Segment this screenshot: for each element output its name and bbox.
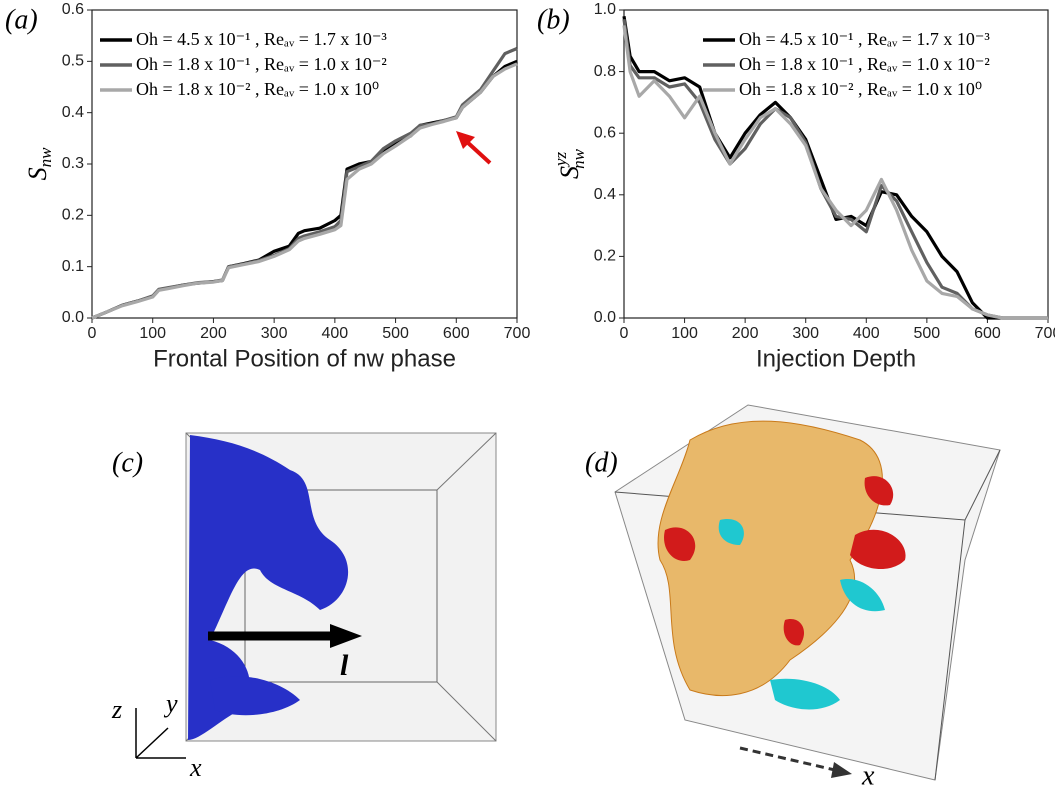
y-tick-label: 0.1	[62, 258, 84, 275]
render-c: (c) l z y x	[111, 432, 497, 782]
series-line	[622, 15, 1048, 320]
x-tick-label: 200	[732, 325, 759, 342]
axis-label: y	[163, 689, 178, 718]
y-label-base: S	[23, 167, 52, 180]
x-tick-label: 700	[504, 325, 531, 342]
y-label-sub: nw	[569, 148, 588, 169]
x-tick-label: 400	[853, 325, 880, 342]
blob	[657, 420, 883, 697]
annotation-arrow	[456, 131, 492, 165]
axis-label: z	[111, 695, 122, 724]
legend-label: Oh = 1.8 x 10⁻¹ , Reₐᵥ = 1.0 x 10⁻²	[136, 54, 387, 74]
x-tick-label: 0	[88, 325, 97, 342]
series-line	[91, 62, 518, 320]
x-tick-label: 100	[671, 325, 698, 342]
legend-label: Oh = 4.5 x 10⁻¹ , Reₐᵥ = 1.7 x 10⁻³	[136, 29, 387, 49]
y-label-base: S	[555, 166, 584, 179]
series-line	[91, 59, 518, 320]
blob-cyan	[718, 519, 885, 710]
y-tick-label: 0.8	[594, 63, 616, 80]
y-axis-label: Syznw	[551, 148, 588, 179]
panel-label: (d)	[585, 447, 618, 478]
x-tick-label: 300	[261, 325, 288, 342]
legend-label: Oh = 1.8 x 10⁻¹ , Reₐᵥ = 1.0 x 10⁻²	[739, 54, 990, 74]
arrow-label: l	[340, 649, 349, 682]
blob	[188, 435, 349, 740]
triad	[135, 708, 186, 759]
series-line	[622, 25, 1048, 320]
y-tick-label: 0.2	[594, 248, 616, 265]
x-tick-label: 500	[914, 325, 941, 342]
x-tick-label: 700	[1035, 325, 1055, 342]
x-axis-label: Injection Depth	[756, 345, 916, 372]
y-tick-label: 0.4	[594, 186, 616, 203]
legend-label: Oh = 4.5 x 10⁻¹ , Reₐᵥ = 1.7 x 10⁻³	[739, 29, 990, 49]
arrow-head	[831, 762, 852, 778]
y-tick-label: 0.6	[62, 1, 84, 18]
x-tick-label: 600	[974, 325, 1001, 342]
y-tick-label: 0.6	[594, 124, 616, 141]
legend-label: Oh = 1.8 x 10⁻² , Reₐᵥ = 1.0 x 10⁰	[136, 79, 379, 99]
x-tick-label: 0	[620, 325, 629, 342]
axis-label: x	[189, 753, 202, 782]
x-tick-label: 200	[200, 325, 227, 342]
y-tick-label: 0.2	[62, 207, 84, 224]
x-axis-label: Frontal Position of nw phase	[153, 345, 456, 372]
legend-label: Oh = 1.8 x 10⁻² , Reₐᵥ = 1.0 x 10⁰	[739, 79, 982, 99]
y-tick-label: 0.0	[62, 309, 84, 326]
box-inner	[244, 489, 438, 683]
render-d: (d) x	[585, 404, 1001, 791]
y-tick-label: 0.0	[594, 309, 616, 326]
arrow-head	[330, 624, 362, 648]
arrow	[739, 746, 836, 772]
blob	[210, 676, 300, 716]
panel-label: (b)	[537, 4, 570, 35]
y-tick-label: 0.5	[62, 53, 84, 70]
y-label-sup: yz	[551, 151, 570, 168]
y-label-sub: nw	[36, 147, 55, 168]
panel-label: (c)	[112, 447, 143, 478]
x-tick-label: 300	[792, 325, 819, 342]
plot-frame	[623, 9, 1049, 319]
y-tick-label: 0.3	[62, 155, 84, 172]
x-tick-label: 600	[443, 325, 470, 342]
y-tick-label: 1.0	[594, 1, 616, 18]
x-tick-label: 100	[139, 325, 166, 342]
panel-label: (a)	[5, 4, 38, 35]
axis-label: x	[861, 760, 875, 791]
x-tick-label: 500	[382, 325, 409, 342]
y-tick-label: 0.4	[62, 104, 84, 121]
blob-red	[664, 476, 906, 646]
y-axis-label: Snw	[23, 147, 55, 181]
x-tick-label: 400	[322, 325, 349, 342]
